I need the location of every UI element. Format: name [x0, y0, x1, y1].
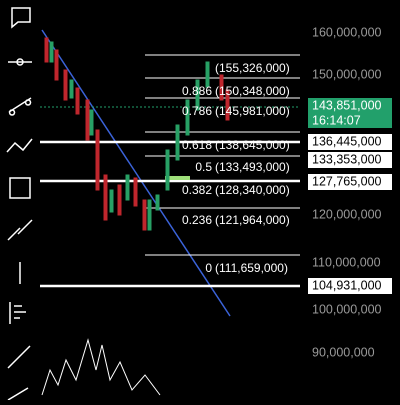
- fib-price: (138,645,000): [215, 138, 290, 152]
- toolbar-bg: [0, 0, 36, 400]
- rectangle-tool[interactable]: [9, 177, 31, 199]
- fib-labels: (155,326,000)0.886 (150,348,000)0.786 (145…: [182, 61, 290, 275]
- volume-profile-tool[interactable]: [9, 302, 26, 324]
- price-tag: [308, 174, 392, 190]
- level-lines: [40, 54, 300, 288]
- price-tag: [308, 134, 392, 150]
- current-price: 143,851,000: [312, 98, 382, 112]
- candle: [109, 189, 114, 213]
- candle: [165, 149, 170, 191]
- candle: [125, 174, 130, 201]
- candle: [205, 61, 210, 88]
- price-axis-label: 150,000,000: [312, 67, 382, 81]
- fib-price: (155,326,000): [215, 61, 290, 75]
- fib-ratio: 0.236: [182, 213, 212, 227]
- candles: [41, 37, 230, 396]
- candle: [142, 199, 147, 231]
- price-tag-text: 127,765,000: [312, 174, 382, 188]
- candle: [63, 69, 68, 101]
- price-axis-label: 90,000,000: [312, 345, 375, 359]
- fib-price: (121,964,000): [215, 213, 290, 227]
- candle: [85, 99, 90, 141]
- current-time: 16:14:07: [312, 113, 361, 127]
- fib-ratio: 0.886: [182, 84, 212, 98]
- fib-ratio: 0.382: [182, 183, 212, 197]
- fib-ratio: 0: [205, 261, 212, 275]
- candle: [117, 184, 122, 216]
- candle: [75, 87, 80, 115]
- highlight: [165, 176, 190, 180]
- candle: [54, 49, 59, 81]
- measure-tool[interactable]: [7, 387, 29, 401]
- fib-ratio: 0.5: [195, 160, 212, 174]
- horizontal-line-tool[interactable]: [8, 58, 32, 66]
- price-tag-text: 104,931,000: [312, 278, 382, 292]
- fib-ratio: 0.618: [182, 138, 212, 152]
- price-axis-label: 160,000,000: [312, 25, 382, 39]
- candle: [44, 37, 49, 63]
- fib-price: (145,981,000): [215, 104, 290, 118]
- candle: [133, 177, 138, 207]
- price-tag-text: 133,353,000: [312, 152, 382, 166]
- price-axis-label: 120,000,000: [312, 207, 382, 221]
- fib-price: (133,493,000): [215, 160, 290, 174]
- toolbar: [0, 0, 36, 401]
- fib-price: (111,659,000): [215, 261, 288, 275]
- candle: [89, 109, 94, 136]
- current-price-tag: [308, 98, 392, 128]
- candle: [225, 89, 230, 121]
- candle: [219, 74, 224, 101]
- fib-price: (150,348,000): [215, 84, 290, 98]
- fib-price: (128,340,000): [215, 183, 290, 197]
- candle: [95, 129, 100, 191]
- price-tag: [308, 152, 392, 168]
- candle: [155, 194, 160, 211]
- text-tool[interactable]: [11, 7, 31, 29]
- price-axis-label: 100,000,000: [312, 302, 382, 316]
- trend-line: [41, 29, 231, 317]
- channel-tool[interactable]: [7, 219, 33, 241]
- price-axis-label: 110,000,000: [312, 255, 381, 269]
- candle: [175, 124, 180, 161]
- price-tag-text: 136,445,000: [312, 134, 382, 148]
- candle: [69, 79, 74, 99]
- polyline-tool[interactable]: [6, 138, 33, 153]
- candle: [49, 41, 54, 63]
- indicator-line: [41, 338, 161, 396]
- ray-tool[interactable]: [7, 345, 31, 369]
- price-tag: [308, 278, 392, 294]
- candle: [147, 199, 152, 231]
- candle: [195, 79, 200, 111]
- fib-ratio: 0.786: [182, 104, 212, 118]
- candle: [103, 174, 108, 221]
- trend-line-tool[interactable]: [8, 97, 32, 116]
- candle: [185, 99, 190, 136]
